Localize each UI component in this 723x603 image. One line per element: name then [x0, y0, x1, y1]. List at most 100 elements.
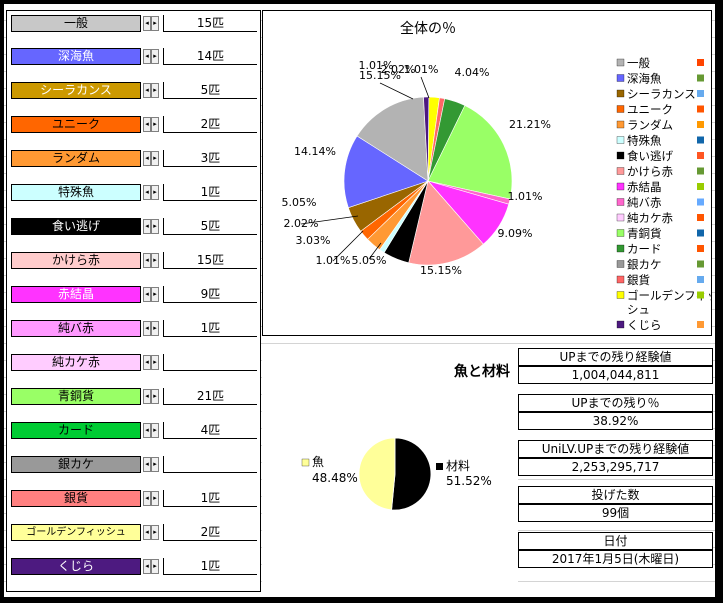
decrement-arrow-icon[interactable]: ◂	[143, 559, 151, 574]
fish-row: 食い逃げ ◂ ▸ 5匹	[11, 218, 257, 235]
legend-swatch	[616, 136, 625, 144]
fish-name-cell: カード	[11, 422, 141, 439]
decrement-arrow-icon[interactable]: ◂	[143, 219, 151, 234]
count-spinner[interactable]: ◂ ▸	[143, 321, 160, 336]
fish-row: シーラカンス ◂ ▸ 5匹	[11, 82, 257, 99]
legend-swatch	[616, 244, 625, 253]
increment-arrow-icon[interactable]: ▸	[151, 491, 159, 506]
count-spinner[interactable]: ◂ ▸	[143, 355, 160, 370]
increment-arrow-icon[interactable]: ▸	[151, 16, 159, 31]
chart-title: 魚と材料	[454, 363, 510, 380]
fish-name-cell: くじら	[11, 558, 141, 575]
decrement-arrow-icon[interactable]: ◂	[143, 321, 151, 336]
fish-name-cell: 特殊魚	[11, 184, 141, 201]
increment-arrow-icon[interactable]: ▸	[151, 389, 159, 404]
count-spinner[interactable]: ◂ ▸	[143, 49, 160, 64]
decrement-arrow-icon[interactable]: ◂	[143, 49, 151, 64]
legend-swatch	[616, 89, 625, 98]
increment-arrow-icon[interactable]: ▸	[151, 321, 159, 336]
count-spinner[interactable]: ◂ ▸	[143, 525, 160, 540]
legend-marker	[697, 74, 704, 82]
pie-slice	[356, 96, 429, 182]
decrement-arrow-icon[interactable]: ◂	[143, 151, 151, 166]
legend-swatch	[616, 167, 625, 175]
pie-slice	[358, 437, 396, 511]
fish-row: 深海魚 ◂ ▸ 14匹	[11, 48, 257, 65]
overall-pie-panel: 全体の％ 15.15% 14.14% 5.05% 2.02% 3.03% 1.01% 5.05…	[262, 10, 715, 336]
count-spinner[interactable]: ◂ ▸	[143, 457, 160, 472]
fish-name-cell: 銀カケ	[11, 456, 141, 473]
legend-item: 銀貨	[616, 273, 704, 287]
count-spinner[interactable]: ◂ ▸	[143, 253, 160, 268]
count-spinner[interactable]: ◂ ▸	[143, 559, 160, 574]
count-spinner[interactable]: ◂ ▸	[143, 151, 160, 166]
fish-name-cell: 赤結晶	[11, 286, 141, 303]
decrement-arrow-icon[interactable]: ◂	[143, 185, 151, 200]
count-spinner[interactable]: ◂ ▸	[143, 491, 160, 506]
legend-label: ユニーク	[627, 103, 673, 117]
count-spinner[interactable]: ◂ ▸	[143, 117, 160, 132]
pie-data-label: 14.14%	[294, 145, 336, 158]
decrement-arrow-icon[interactable]: ◂	[143, 287, 151, 302]
pie-data-label: 48.48%	[312, 471, 358, 485]
decrement-arrow-icon[interactable]: ◂	[143, 457, 151, 472]
legend-swatch	[616, 213, 625, 222]
fish-name-cell: 純カケ赤	[11, 354, 141, 371]
leader-line	[379, 82, 414, 100]
fish-count-cell: 4匹	[163, 422, 257, 439]
increment-arrow-icon[interactable]: ▸	[151, 83, 159, 98]
decrement-arrow-icon[interactable]: ◂	[143, 83, 151, 98]
increment-arrow-icon[interactable]: ▸	[151, 49, 159, 64]
count-spinner[interactable]: ◂ ▸	[143, 389, 160, 404]
legend-marker	[697, 121, 704, 128]
pie-slice	[427, 105, 513, 200]
fish-row: 特殊魚 ◂ ▸ 1匹	[11, 184, 257, 201]
increment-arrow-icon[interactable]: ▸	[151, 525, 159, 540]
stat-label: 投げた数	[518, 486, 713, 504]
increment-arrow-icon[interactable]: ▸	[151, 185, 159, 200]
decrement-arrow-icon[interactable]: ◂	[143, 253, 151, 268]
legend-item: 深海魚	[616, 72, 704, 86]
stat-value: 1,004,044,811	[518, 366, 713, 384]
increment-arrow-icon[interactable]: ▸	[151, 287, 159, 302]
increment-arrow-icon[interactable]: ▸	[151, 457, 159, 472]
legend-label: 銀カケ	[627, 258, 662, 272]
legend-swatch	[616, 74, 625, 82]
count-spinner[interactable]: ◂ ▸	[143, 423, 160, 438]
legend-label: シーラカンス	[627, 87, 696, 101]
legend-item: カード	[616, 242, 704, 256]
legend-swatch	[616, 291, 625, 299]
increment-arrow-icon[interactable]: ▸	[151, 219, 159, 234]
decrement-arrow-icon[interactable]: ◂	[143, 117, 151, 132]
decrement-arrow-icon[interactable]: ◂	[143, 423, 151, 438]
legend-item: かけら赤	[616, 165, 704, 179]
increment-arrow-icon[interactable]: ▸	[151, 559, 159, 574]
pie-data-label: 2.02%	[381, 63, 416, 76]
increment-arrow-icon[interactable]: ▸	[151, 423, 159, 438]
legend-label: 青銅貨	[627, 227, 662, 241]
count-spinner[interactable]: ◂ ▸	[143, 185, 160, 200]
count-spinner[interactable]: ◂ ▸	[143, 219, 160, 234]
decrement-arrow-icon[interactable]: ◂	[143, 525, 151, 540]
legend-item: ランダム	[616, 118, 704, 132]
increment-arrow-icon[interactable]: ▸	[151, 117, 159, 132]
increment-arrow-icon[interactable]: ▸	[151, 253, 159, 268]
increment-arrow-icon[interactable]: ▸	[151, 151, 159, 166]
legend-swatch	[616, 229, 625, 237]
legend-swatch	[616, 198, 625, 206]
fish-count-cell: 9匹	[163, 286, 257, 303]
decrement-arrow-icon[interactable]: ◂	[143, 16, 151, 31]
pie-data-label: 2.02%	[284, 217, 319, 230]
decrement-arrow-icon[interactable]: ◂	[143, 355, 151, 370]
decrement-arrow-icon[interactable]: ◂	[143, 389, 151, 404]
pie-data-label: 4.04%	[455, 66, 490, 79]
legend-label: ランダム	[627, 118, 673, 132]
leader-line	[300, 215, 359, 225]
decrement-arrow-icon[interactable]: ◂	[143, 491, 151, 506]
count-spinner[interactable]: ◂ ▸	[143, 287, 160, 302]
count-spinner[interactable]: ◂ ▸	[143, 83, 160, 98]
count-spinner[interactable]: ◂ ▸	[143, 16, 160, 31]
increment-arrow-icon[interactable]: ▸	[151, 355, 159, 370]
fish-name-cell: 純バ赤	[11, 320, 141, 337]
